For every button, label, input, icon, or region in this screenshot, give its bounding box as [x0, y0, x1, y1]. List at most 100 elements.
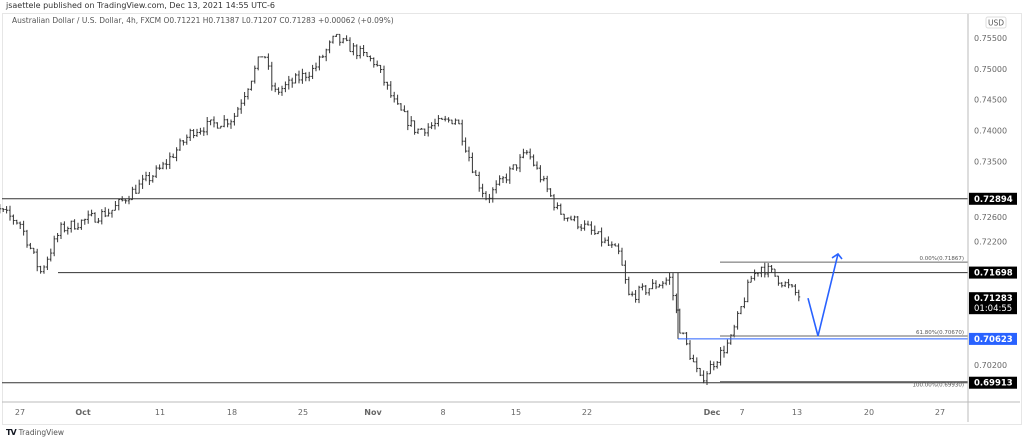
- ohlc-bar: [148, 171, 151, 186]
- ohlc-bar: [736, 311, 739, 330]
- ohlc-bar: [12, 214, 15, 225]
- price-tick: 0.75500: [974, 34, 1007, 43]
- ohlc-bar: [528, 148, 532, 160]
- time-tick: 13: [792, 408, 802, 417]
- ohlc-bar: [141, 174, 144, 189]
- ohlc-bar: [454, 118, 457, 125]
- ohlc-bar: [702, 370, 705, 384]
- chart-frame: [2, 13, 1022, 425]
- time-tick: 27: [935, 408, 945, 417]
- ohlc-bar: [651, 279, 654, 290]
- ohlc-bar: [267, 53, 270, 70]
- ohlc-bar: [770, 265, 773, 273]
- ohlc-bar: [321, 54, 325, 58]
- ohlc-bar: [69, 220, 73, 233]
- time-tick: 15: [511, 408, 521, 417]
- ohlc-bar: [355, 44, 359, 60]
- ohlc-bar: [627, 276, 631, 296]
- ohlc-bar: [379, 64, 382, 73]
- ohlc-bar: [304, 72, 308, 82]
- price-tick: 0.74000: [974, 127, 1007, 136]
- ohlc-bar: [746, 279, 750, 303]
- ohlc-bar: [797, 289, 801, 302]
- ohlc-bar: [372, 57, 376, 68]
- ohlc-bar: [474, 170, 478, 176]
- ohlc-bar: [66, 226, 70, 235]
- ohlc-bar: [559, 203, 563, 215]
- ohlc-bar: [477, 171, 481, 192]
- ohlc-bar: [610, 241, 614, 248]
- ohlc-bar: [263, 56, 267, 59]
- ohlc-bar: [331, 35, 335, 44]
- ohlc-bar: [86, 210, 90, 224]
- ohlc-bar: [318, 55, 321, 71]
- time-tick: 18: [227, 408, 237, 417]
- ohlc-bar: [399, 103, 403, 111]
- ohlc-bar: [253, 65, 257, 84]
- drawings: 0.00%(0.71867) 61.80%(0.70670) 100.00%(0.6…: [2, 198, 968, 389]
- price-tick: 0.72200: [974, 238, 1007, 247]
- ohlc-bar: [107, 208, 110, 217]
- ohlc-bar: [396, 94, 399, 105]
- fib-label: 100.00%(0.69930): [912, 383, 964, 389]
- ohlc-bar: [637, 285, 641, 304]
- ohlc-bar: [715, 361, 719, 369]
- ohlc-bar: [760, 266, 763, 278]
- ohlc-bar: [307, 71, 311, 82]
- ohlc-bar: [341, 37, 345, 44]
- currency-button[interactable]: [985, 16, 1007, 29]
- ohlc-bar: [250, 80, 253, 91]
- ohlc-bar: [46, 256, 49, 271]
- ohlc-bar: [688, 340, 692, 360]
- ohlc-bar: [328, 40, 331, 54]
- ohlc-bar: [134, 184, 138, 194]
- ohlc-bar: [90, 209, 93, 217]
- ohlc-bar: [471, 152, 474, 174]
- ohlc-bar: [413, 120, 416, 135]
- ohlc-bar: [338, 33, 342, 46]
- ohlc-bar: [233, 112, 236, 126]
- ohlc-bar: [158, 164, 161, 170]
- time-tick: Nov: [364, 408, 382, 417]
- ohlc-bar: [443, 115, 447, 122]
- ohlc-bar: [256, 56, 260, 71]
- last-price-label-bg: [969, 292, 1017, 315]
- ohlc-bar: [698, 367, 702, 377]
- last-price-label: 0.71283: [974, 294, 1013, 304]
- ohlc-bar: [481, 183, 484, 198]
- ohlc-bar: [423, 128, 427, 136]
- time-tick: 25: [298, 408, 308, 417]
- ohlc-bar: [83, 218, 87, 225]
- ohlc-bar: [681, 332, 685, 335]
- ohlc-bar: [52, 235, 56, 257]
- price-axis: 0.75500 0.75000 0.74500 0.74000 0.73500 0.726…: [974, 34, 1007, 370]
- ohlc-bar: [562, 213, 566, 221]
- ohlc-bar: [352, 43, 355, 56]
- ohlc-bar: [56, 232, 59, 243]
- ohlc-bar: [216, 122, 219, 129]
- price-label-69913-bg: [969, 376, 1017, 389]
- price-tick: 0.73500: [974, 157, 1007, 166]
- ohlc-bar: [273, 82, 277, 93]
- ohlc-bar: [29, 242, 32, 250]
- ohlc-bar: [783, 281, 787, 287]
- ohlc-bar: [324, 48, 328, 62]
- ohlc-bar: [5, 206, 8, 214]
- ohlc-bar: [199, 127, 202, 135]
- ohlc-bar: [675, 293, 678, 314]
- tradingview-logo[interactable]: TV TradingView: [6, 428, 64, 437]
- ohlc-bar: [566, 217, 569, 222]
- ohlc-bar: [508, 166, 512, 184]
- ohlc-bar: [195, 128, 199, 137]
- ohlc-bar: [613, 243, 617, 247]
- ohlc-bar: [579, 224, 583, 232]
- ohlc-bar: [780, 282, 784, 288]
- ohlc-bar: [406, 110, 410, 131]
- ohlc-bar: [556, 202, 559, 210]
- ohlc-bar: [80, 219, 83, 230]
- ohlc-bar: [491, 187, 495, 203]
- price-label-71698-bg: [969, 266, 1017, 279]
- ohlc-bar: [457, 119, 461, 125]
- ohlc-bar: [695, 357, 699, 373]
